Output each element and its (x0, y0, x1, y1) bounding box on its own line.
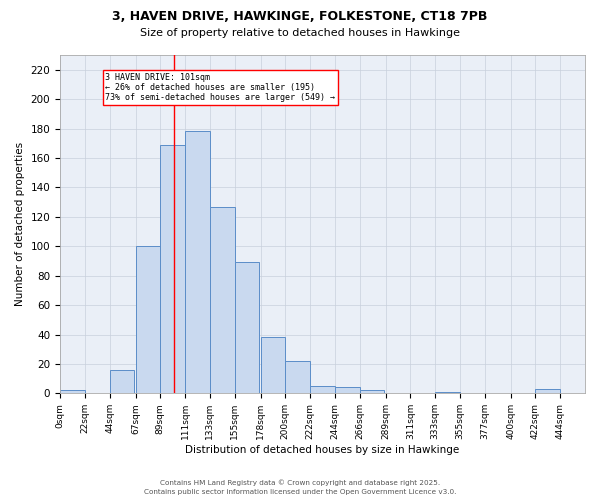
Bar (359, 390, 385, 394)
Bar (435, 392, 460, 394)
Bar (160, 144, 185, 394)
X-axis label: Distribution of detached houses by size in Hawkinge: Distribution of detached houses by size … (185, 445, 460, 455)
Bar (310, 386, 335, 394)
Text: 3, HAVEN DRIVE, HAWKINGE, FOLKESTONE, CT18 7PB: 3, HAVEN DRIVE, HAWKINGE, FOLKESTONE, CT… (112, 10, 488, 23)
Bar (110, 370, 134, 394)
Bar (136, 246, 160, 394)
Bar (286, 361, 310, 394)
Text: Contains HM Land Registry data © Crown copyright and database right 2025.: Contains HM Land Registry data © Crown c… (160, 480, 440, 486)
Text: 3 HAVEN DRIVE: 101sqm
← 26% of detached houses are smaller (195)
73% of semi-det: 3 HAVEN DRIVE: 101sqm ← 26% of detached … (105, 72, 335, 102)
Bar (260, 338, 286, 394)
Bar (210, 206, 235, 394)
Bar (60, 390, 85, 394)
Y-axis label: Number of detached properties: Number of detached properties (15, 142, 25, 306)
Text: Size of property relative to detached houses in Hawkinge: Size of property relative to detached ho… (140, 28, 460, 38)
Bar (235, 262, 259, 394)
Text: Contains public sector information licensed under the Open Government Licence v3: Contains public sector information licen… (144, 489, 456, 495)
Bar (335, 388, 359, 394)
Bar (535, 389, 560, 394)
Bar (185, 132, 210, 394)
